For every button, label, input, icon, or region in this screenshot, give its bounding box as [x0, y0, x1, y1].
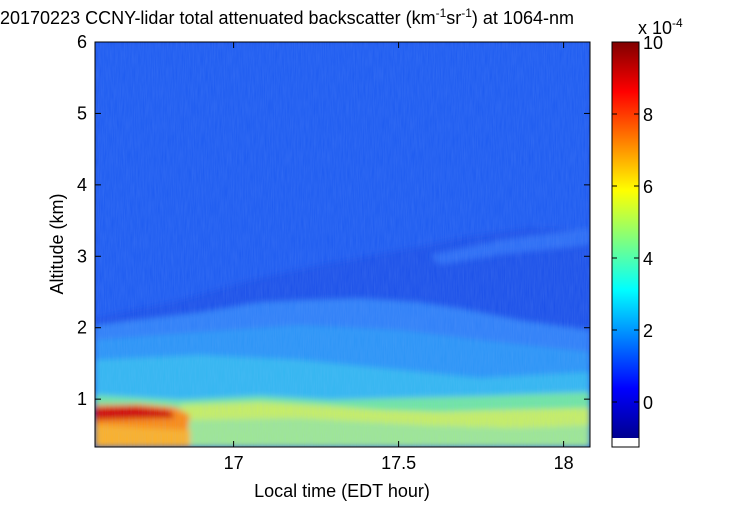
colorbar-axis: 0 2 4 6 8 10 [612, 33, 663, 413]
y-axis-label: Altitude (km) [47, 193, 67, 294]
y-tick-label: 3 [77, 246, 87, 266]
colorbar-tick-label: 10 [643, 33, 663, 53]
heatmap [95, 42, 590, 447]
y-tick-label: 4 [77, 175, 87, 195]
chart-title: 20170223 CCNY-lidar total attenuated bac… [0, 6, 574, 28]
colorbar-tick-label: 0 [643, 393, 653, 413]
colorbar: 0 2 4 6 8 10 x 10-4 [611, 16, 683, 448]
colorbar-frame [611, 41, 640, 448]
x-axis: 17 17.5 18 [224, 42, 574, 473]
title-exp1: -1 [436, 6, 447, 20]
title-exp2: -1 [461, 6, 472, 20]
title-mid: sr [446, 8, 461, 28]
texture-overlay [95, 42, 590, 447]
title-suffix: ) at 1064-nm [472, 8, 574, 28]
colorbar-tick-label: 4 [643, 249, 653, 269]
x-tick-label: 18 [554, 453, 574, 473]
y-tick-label: 1 [77, 389, 87, 409]
colorbar-tick-label: 2 [643, 321, 653, 341]
colorbar-gradient [612, 42, 639, 438]
colorbar-multiplier-base: x 10 [638, 18, 672, 38]
colorbar-tick-label: 6 [643, 177, 653, 197]
y-tick-label: 5 [77, 103, 87, 123]
y-tick-label: 2 [77, 318, 87, 338]
x-tick-label: 17.5 [381, 453, 416, 473]
y-axis: 1 2 3 4 5 6 [77, 32, 590, 409]
plot-frame [94, 41, 591, 448]
x-tick-label: 17 [224, 453, 244, 473]
y-tick-label: 6 [77, 32, 87, 52]
title-prefix: 20170223 CCNY-lidar total attenuated bac… [0, 8, 436, 28]
colorbar-multiplier-exp: -4 [672, 16, 683, 30]
colorbar-tick-label: 8 [643, 105, 653, 125]
x-axis-label: Local time (EDT hour) [254, 481, 430, 501]
colorbar-multiplier: x 10-4 [638, 16, 683, 38]
